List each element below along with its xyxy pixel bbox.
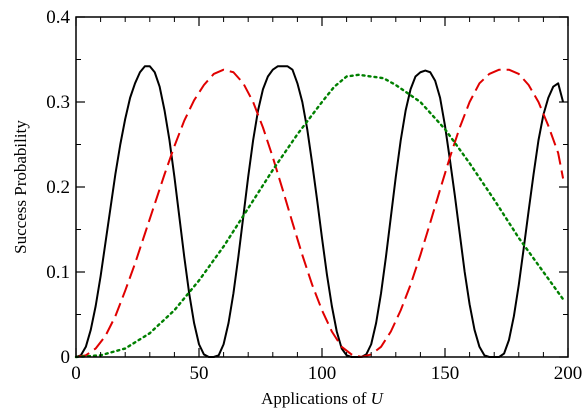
series-line-3: [74, 73, 565, 359]
plot-frame: [75, 16, 569, 358]
x-tick-label: 100: [308, 363, 337, 384]
y-tick-label: 0.1: [46, 262, 70, 283]
tick-labels: 0 50 100 150 200 0 0.1 0.2 0.3 0.4: [46, 7, 582, 384]
y-axis-title: Success Probability: [11, 120, 30, 254]
axis-ticks: [75, 16, 569, 358]
series-line-2: [75, 68, 565, 358]
y-tick-label: 0.3: [46, 92, 70, 113]
x-tick-label: 200: [554, 363, 583, 384]
y-tick-label: 0.4: [46, 7, 70, 28]
series-line-1: [75, 65, 565, 358]
y-tick-label: 0: [61, 347, 71, 368]
x-axis-title-symbol: U: [371, 389, 385, 408]
x-tick-label: 150: [431, 363, 460, 384]
x-tick-label: 50: [190, 363, 209, 384]
y-tick-label: 0.2: [46, 177, 70, 198]
x-axis-title: Applications of U: [261, 389, 385, 408]
plot-series: [74, 65, 565, 359]
x-axis-title-text: Applications of: [261, 389, 367, 408]
x-tick-label: 0: [71, 363, 81, 384]
